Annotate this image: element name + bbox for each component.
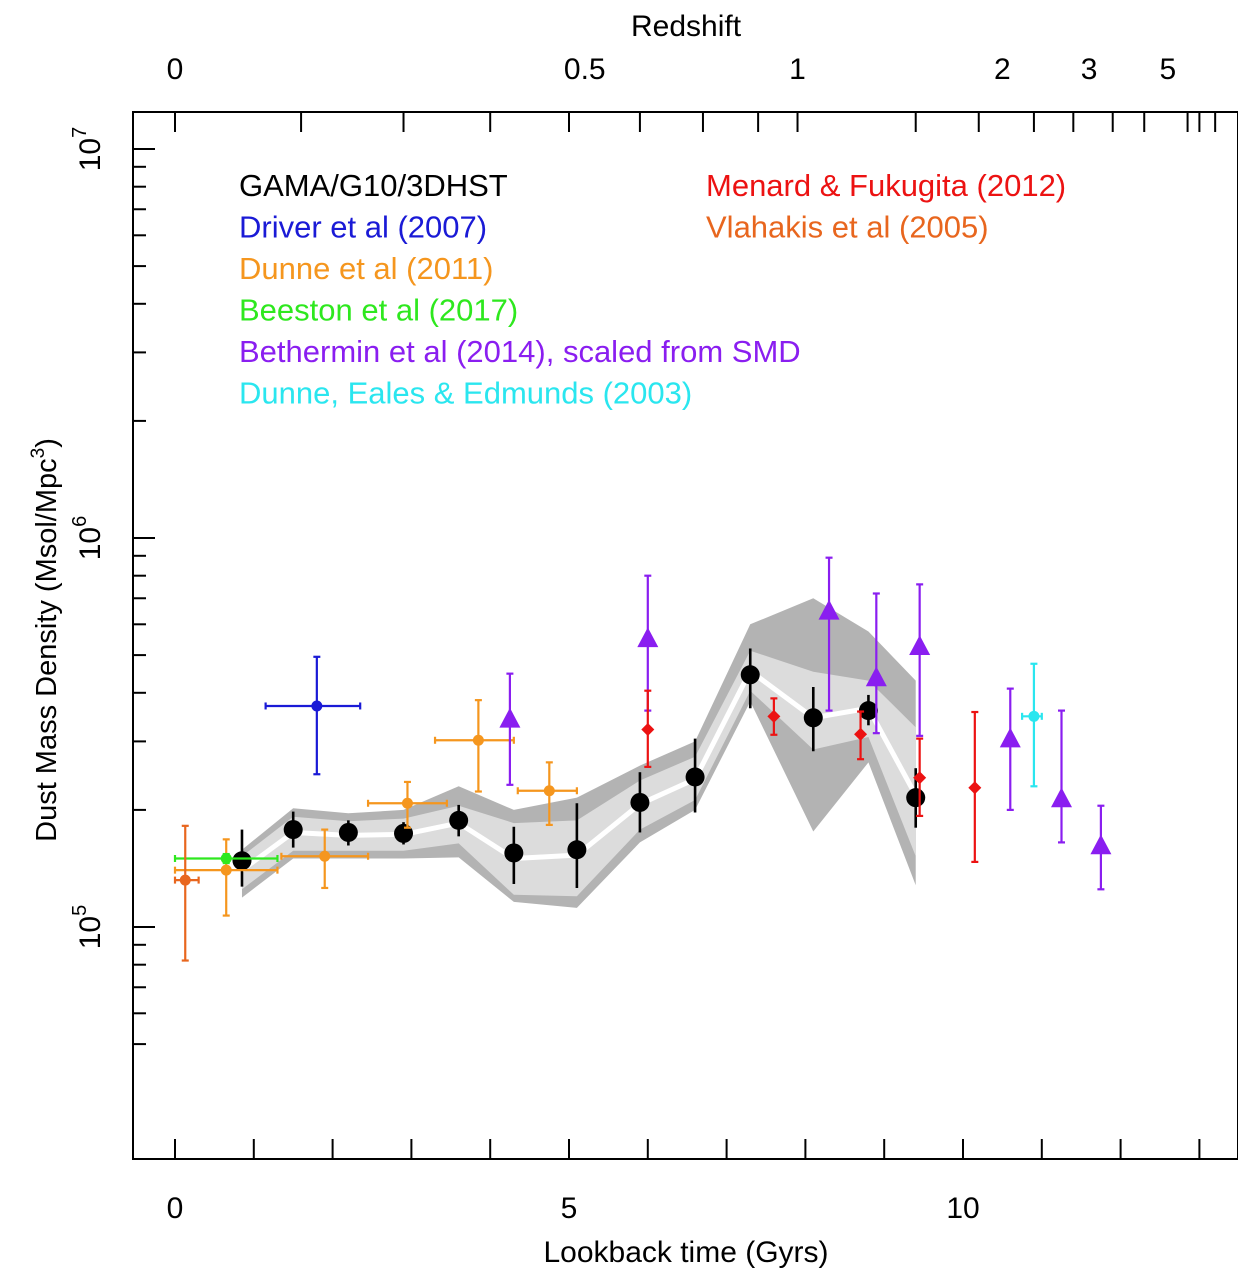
y-tick-base: 10 (74, 527, 107, 560)
legend: GAMA/G10/3DHST Driver et al (2007) Dunne e… (239, 168, 1066, 411)
data-point (567, 840, 587, 860)
top-axis-title: Redshift (631, 10, 742, 43)
redshift-tick-label: 1 (789, 53, 806, 86)
data-point (1028, 710, 1040, 722)
x-tick-label: 0 (167, 1192, 184, 1225)
y-axis-title-main: Dust Mass Density (Msol/Mpc (31, 458, 63, 842)
y-tick-exponent: 7 (69, 127, 91, 138)
data-point (449, 810, 469, 830)
series-3 (173, 852, 279, 865)
legend-entry: GAMA/G10/3DHST (239, 168, 508, 203)
series-1 (264, 655, 362, 776)
data-point (630, 792, 650, 812)
data-point (401, 797, 413, 809)
redshift-tick-label: 3 (1081, 53, 1098, 86)
legend-entry: Driver et al (2007) (239, 210, 487, 245)
series-6 (641, 689, 982, 864)
series-5 (1020, 662, 1043, 788)
redshift-axis: 0 0.5 1 2 3 5 (167, 53, 1217, 132)
data-point (543, 785, 555, 797)
data-point (220, 853, 232, 865)
y-tick-base: 10 (74, 138, 107, 171)
data-point (685, 767, 705, 787)
series-2 (173, 699, 578, 917)
data-point (641, 722, 655, 736)
data-point (1090, 834, 1112, 855)
data-point (319, 850, 331, 862)
data-point (740, 665, 760, 685)
legend-entry: Vlahakis et al (2005) (706, 210, 989, 245)
y-axis-title: Dust Mass Density (Msol/Mpc3) (28, 438, 63, 842)
y-tick-exponent: 6 (69, 516, 91, 527)
y-tick-base: 10 (74, 916, 107, 949)
redshift-tick-label: 0.5 (564, 53, 606, 86)
data-point (968, 781, 982, 795)
redshift-tick-label: 2 (994, 53, 1011, 86)
legend-entry: Dunne, Eales & Edmunds (2003) (239, 376, 692, 411)
data-point (499, 707, 521, 728)
redshift-tick-label: 0 (167, 53, 184, 86)
legend-entry: Dunne et al (2011) (239, 251, 493, 286)
data-point (637, 627, 659, 648)
legend-entry: Beeston et al (2017) (239, 293, 518, 328)
plot-frame (132, 111, 1238, 1160)
data-point (338, 822, 358, 842)
series-7 (173, 824, 200, 962)
x-axis: 0 5 10 (167, 1139, 1201, 1225)
data-point (999, 727, 1021, 748)
data-point (179, 874, 191, 886)
legend-entry: Bethermin et al (2014), scaled from SMD (239, 334, 801, 369)
y-tick-label: 105 (69, 905, 107, 950)
data-point (803, 708, 823, 728)
redshift-tick-label: 5 (1160, 53, 1177, 86)
data-point (854, 727, 868, 741)
series-4 (499, 556, 1112, 891)
y-axis-title-superscript: 3 (28, 448, 49, 459)
data-point (858, 701, 878, 721)
data-point (504, 843, 524, 863)
x-axis-title: Lookback time (Gyrs) (543, 1236, 828, 1269)
data-point (906, 788, 926, 808)
data-points (173, 556, 1112, 962)
data-point (767, 709, 781, 723)
data-point (311, 700, 323, 712)
y-tick-label: 106 (69, 516, 107, 561)
data-point (220, 864, 232, 876)
data-point (232, 851, 252, 871)
data-point (865, 666, 887, 687)
y-tick-label: 107 (69, 127, 107, 172)
x-tick-label: 5 (561, 1192, 578, 1225)
y-tick-exponent: 5 (69, 905, 91, 916)
data-point (909, 635, 931, 656)
data-point (818, 599, 840, 620)
x-tick-label: 10 (946, 1192, 979, 1225)
legend-entry: Menard & Fukugita (2012) (706, 168, 1066, 203)
y-axis-title-close: ) (31, 438, 63, 448)
data-point (1051, 787, 1072, 808)
data-point (472, 734, 484, 746)
data-point (913, 771, 927, 785)
data-point (283, 820, 303, 840)
